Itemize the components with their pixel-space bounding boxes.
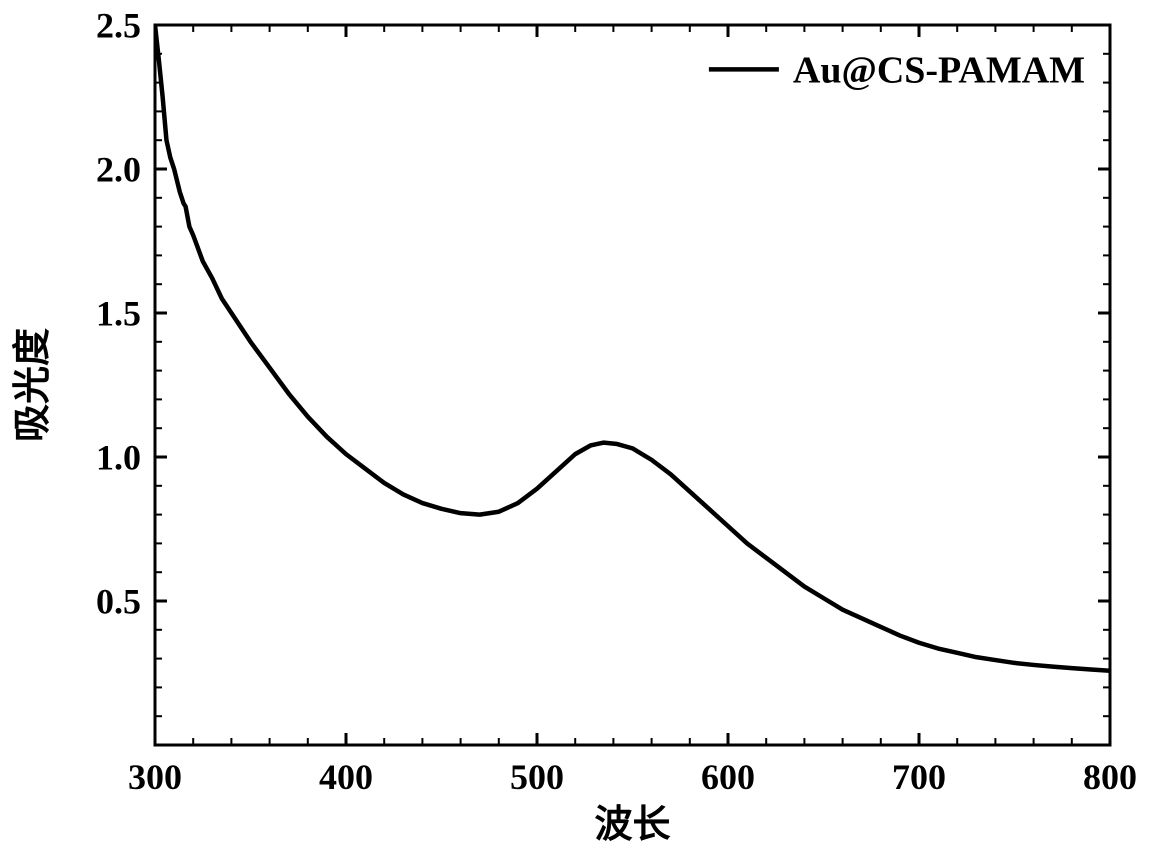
y-tick-label: 1.0 — [96, 438, 141, 478]
x-axis-label: 波长 — [594, 804, 670, 846]
x-tick-label: 800 — [1083, 757, 1137, 797]
x-tick-label: 700 — [892, 757, 946, 797]
x-tick-label: 500 — [510, 757, 564, 797]
y-tick-label: 2.0 — [96, 150, 141, 190]
y-tick-label: 2.5 — [96, 6, 141, 46]
x-tick-label: 600 — [701, 757, 755, 797]
legend-label: Au@CS-PAMAM — [793, 50, 1085, 92]
x-tick-label: 300 — [128, 757, 182, 797]
chart-container: 300 400 500 600 700 800 0.5 1.0 1.5 2.0 2.5 波长 吸光度 Au… — [0, 0, 1156, 865]
y-tick-label: 1.5 — [96, 294, 141, 334]
y-tick-label: 0.5 — [96, 582, 141, 622]
x-tick-label: 400 — [319, 757, 373, 797]
uv-vis-spectrum-chart: 300 400 500 600 700 800 0.5 1.0 1.5 2.0 2.5 波长 吸光度 Au… — [0, 0, 1156, 865]
y-axis-label: 吸光度 — [12, 328, 54, 442]
